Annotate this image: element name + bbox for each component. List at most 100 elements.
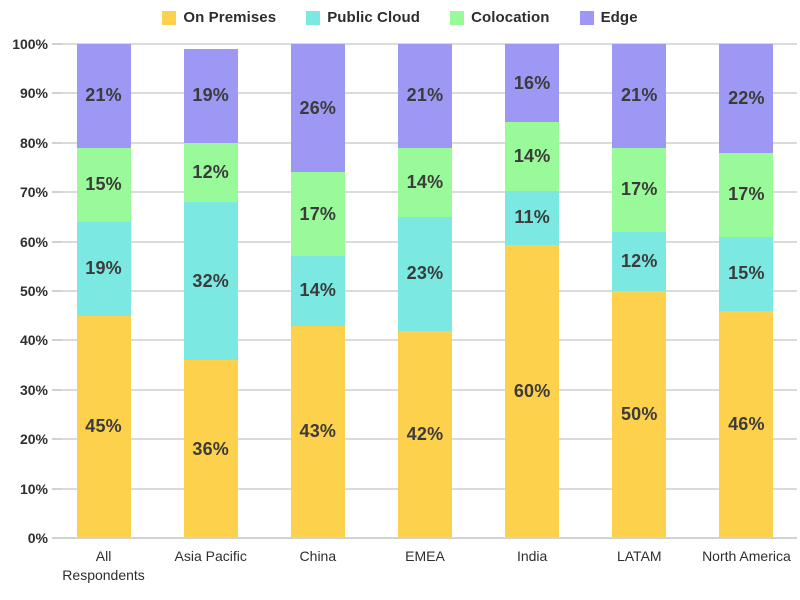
segment-value-label: 46%: [728, 413, 765, 434]
y-axis-tick-label: 90%: [19, 85, 48, 102]
segment-value-label: 32%: [192, 270, 230, 291]
gridline-0: [62, 537, 797, 539]
segment-colocation: 17%: [290, 172, 345, 257]
y-axis-tick-label: 80%: [19, 134, 48, 151]
segment-value-label: 42%: [406, 423, 444, 444]
segment-value-label: 19%: [192, 85, 230, 106]
segment-colocation: 17%: [719, 152, 774, 237]
segment-value-label: 15%: [728, 263, 765, 284]
y-axis-tick-label: 60%: [19, 233, 48, 250]
segment-edge: 19%: [183, 48, 238, 143]
segment-public-cloud: 23%: [398, 216, 452, 331]
segment-value-label: 36%: [192, 438, 230, 459]
y-axis-tick-label: 40%: [19, 332, 48, 349]
bar-china: 26% 17% 14% 43%: [290, 44, 345, 538]
legend-label: Colocation: [471, 9, 550, 26]
segment-on-premises: 46%: [719, 310, 774, 538]
segment-colocation: 17%: [612, 147, 667, 232]
segment-value-label: 14%: [406, 171, 444, 192]
legend-item-edge: Edge: [579, 9, 638, 26]
segment-edge: 21%: [398, 44, 452, 148]
y-axis-tick: [52, 290, 62, 292]
segment-on-premises: 43%: [290, 325, 345, 538]
y-axis-tick-label: 0%: [27, 530, 48, 546]
bar-all-respondents: 21% 15% 19% 45%: [76, 44, 131, 538]
y-axis-tick: [52, 537, 62, 539]
segment-value-label: 12%: [192, 161, 230, 182]
y-axis-tick-label: 30%: [19, 381, 48, 398]
segment-edge: 21%: [612, 44, 667, 148]
segment-public-cloud: 32%: [183, 202, 238, 361]
y-axis-tick: [52, 43, 62, 45]
y-axis-tick-label: 10%: [19, 480, 48, 497]
y-axis-tick-label: 20%: [19, 431, 48, 448]
segment-value-label: 12%: [620, 250, 658, 271]
bar-latam: 21% 17% 12% 50%: [612, 44, 667, 538]
segment-value-label: 21%: [620, 85, 658, 106]
segment-public-cloud: 19%: [76, 221, 131, 316]
legend-item-on-premises: On Premises: [162, 9, 276, 26]
segment-value-label: 21%: [406, 85, 444, 106]
bar-asia-pacific: 19% 12% 32% 36%: [183, 48, 238, 538]
x-axis-label-emea: EMEA: [405, 548, 445, 564]
segment-public-cloud: 14%: [290, 256, 345, 326]
y-axis-tick: [52, 487, 62, 490]
legend-swatch-icon: [450, 10, 465, 25]
legend-item-colocation: Colocation: [450, 9, 550, 26]
y-axis-tick: [52, 191, 62, 194]
segment-on-premises: 60%: [505, 244, 560, 538]
legend-label: Public Cloud: [327, 9, 421, 26]
segment-value-label: 50%: [620, 403, 658, 424]
segment-value-label: 17%: [620, 179, 658, 200]
segment-edge: 26%: [290, 44, 345, 173]
segment-value-label: 14%: [513, 145, 551, 166]
segment-value-label: 21%: [85, 85, 122, 106]
legend-swatch-icon: [162, 10, 177, 25]
y-axis-tick: [52, 438, 62, 441]
segment-colocation: 15%: [76, 147, 131, 222]
segment-value-label: 15%: [85, 174, 122, 195]
segment-colocation: 14%: [505, 122, 560, 191]
y-axis-tick-label: 50%: [19, 283, 48, 299]
legend-swatch-icon: [579, 10, 594, 25]
segment-colocation: 12%: [183, 142, 238, 203]
chart-legend: On Premises Public Cloud Colocation Edge: [0, 9, 800, 26]
x-axis-label-all-respondents: All Respondents: [62, 548, 145, 583]
y-axis-tick-label: 100%: [12, 36, 48, 52]
y-axis-tick: [52, 240, 62, 243]
bar-emea: 21% 14% 23% 42%: [398, 44, 452, 538]
segment-value-label: 23%: [406, 263, 444, 284]
segment-value-label: 26%: [299, 97, 337, 118]
segment-public-cloud: 12%: [612, 231, 667, 291]
y-axis-tick: [52, 339, 62, 342]
y-axis-tick: [52, 92, 62, 95]
segment-value-label: 17%: [299, 203, 337, 224]
segment-value-label: 60%: [513, 380, 551, 401]
segment-value-label: 11%: [514, 207, 550, 228]
segment-value-label: 43%: [299, 421, 337, 442]
segment-on-premises: 50%: [612, 290, 667, 538]
segment-value-label: 17%: [728, 184, 765, 205]
x-axis-label-north-america: North America: [702, 548, 791, 564]
segment-on-premises: 36%: [183, 360, 238, 538]
x-axis-label-asia-pacific: Asia Pacific: [174, 548, 247, 564]
segment-edge: 21%: [76, 44, 131, 148]
segment-public-cloud: 11%: [505, 190, 560, 245]
y-axis-tick: [52, 388, 62, 391]
segment-edge: 22%: [719, 44, 774, 153]
y-axis-tick: [52, 141, 62, 144]
segment-on-premises: 45%: [76, 315, 131, 538]
legend-label: On Premises: [183, 9, 277, 26]
segment-edge: 16%: [505, 44, 560, 123]
x-axis-label-china: China: [299, 548, 337, 564]
segment-value-label: 22%: [728, 87, 765, 108]
segment-value-label: 16%: [513, 72, 551, 93]
segment-value-label: 45%: [85, 416, 122, 437]
segment-colocation: 14%: [398, 147, 452, 217]
segment-on-premises: 42%: [398, 330, 452, 538]
segment-public-cloud: 15%: [719, 236, 774, 311]
segment-value-label: 19%: [85, 258, 122, 279]
legend-item-public-cloud: Public Cloud: [306, 9, 420, 26]
legend-swatch-icon: [306, 10, 321, 25]
